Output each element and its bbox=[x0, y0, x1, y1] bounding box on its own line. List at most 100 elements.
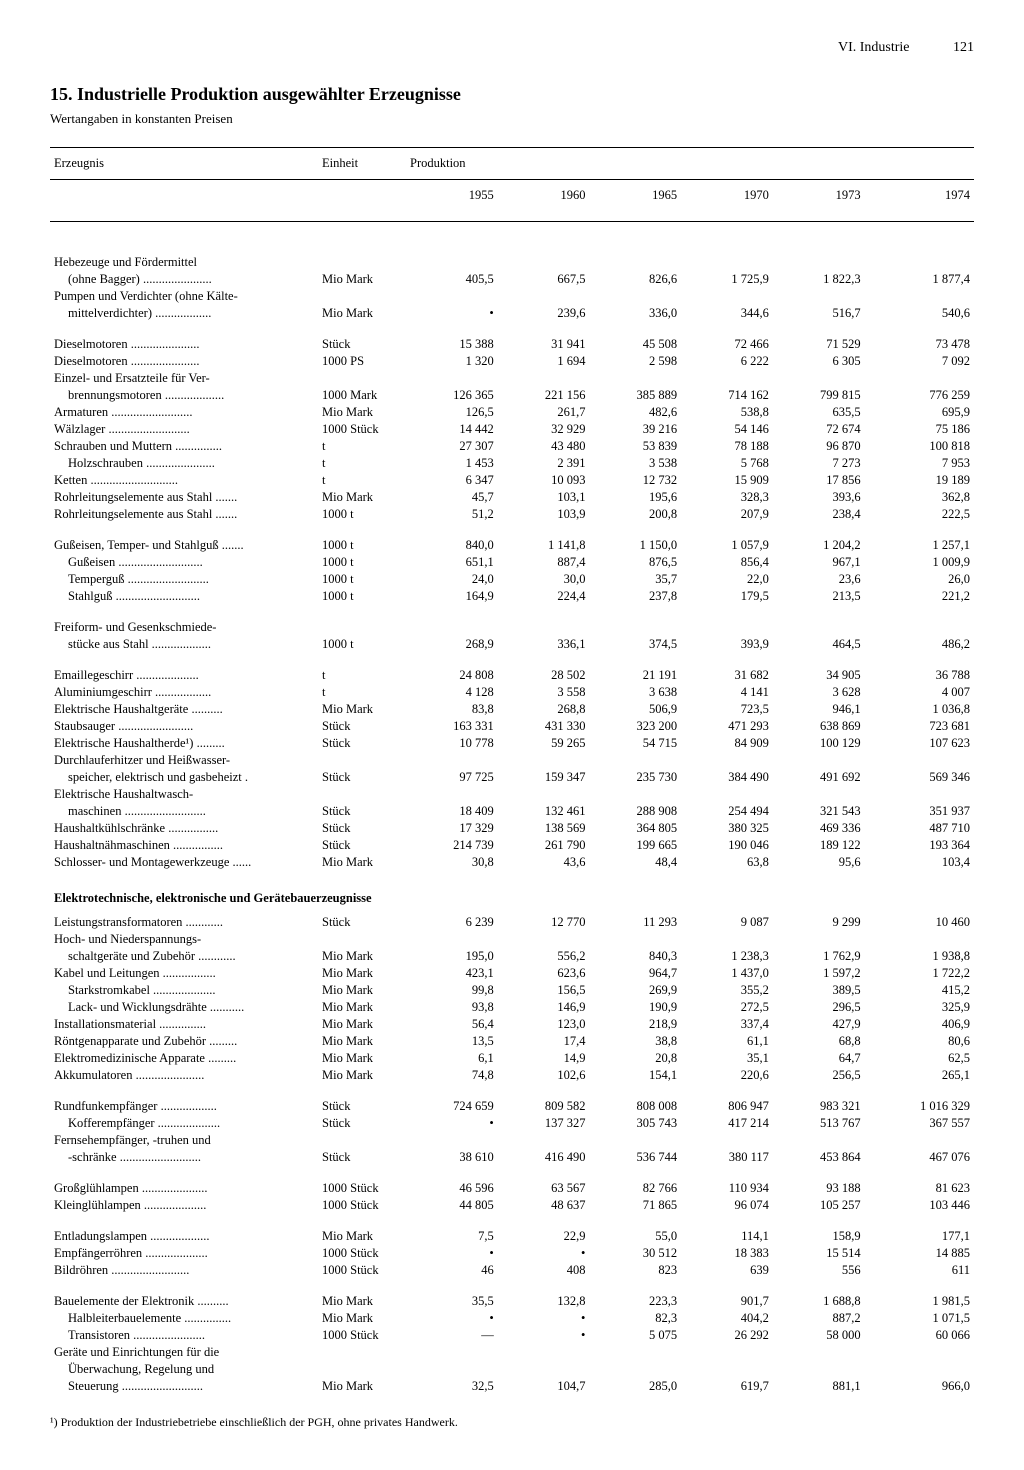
table-row: Aluminiumgeschirr ..................t4 1… bbox=[50, 684, 974, 701]
cell-value: 107 623 bbox=[865, 735, 974, 752]
row-unit bbox=[318, 786, 406, 803]
cell-value: 14,9 bbox=[498, 1050, 590, 1067]
cell-value: 78 188 bbox=[681, 438, 773, 455]
cell-value bbox=[589, 288, 681, 305]
table-row: Rohrleitungselemente aus Stahl .......Mi… bbox=[50, 489, 974, 506]
page-subtitle: Wertangaben in konstanten Preisen bbox=[50, 111, 974, 127]
cell-value: 321 543 bbox=[773, 803, 865, 820]
cell-value bbox=[589, 254, 681, 271]
cell-value: 11 293 bbox=[589, 914, 681, 931]
table-row: Schrauben und Muttern ...............t27… bbox=[50, 438, 974, 455]
row-label: Freiform- und Gesenkschmiede- bbox=[50, 619, 318, 636]
cell-value: 269,9 bbox=[589, 982, 681, 999]
cell-value: 195,0 bbox=[406, 948, 498, 965]
table-row: Fernsehempfänger, -truhen und bbox=[50, 1132, 974, 1149]
cell-value bbox=[406, 1361, 498, 1378]
cell-value: 1 694 bbox=[498, 353, 590, 370]
cell-value: 799 815 bbox=[773, 387, 865, 404]
cell-value: 268,8 bbox=[498, 701, 590, 718]
row-unit: Mio Mark bbox=[318, 999, 406, 1016]
cell-value: 611 bbox=[865, 1262, 974, 1279]
cell-value: 82,3 bbox=[589, 1310, 681, 1327]
cell-value: 36 788 bbox=[865, 667, 974, 684]
cell-value: 14 442 bbox=[406, 421, 498, 438]
row-label: Schrauben und Muttern ............... bbox=[50, 438, 318, 455]
table-row: maschinen ..........................Stüc… bbox=[50, 803, 974, 820]
cell-value: 22,0 bbox=[681, 571, 773, 588]
cell-value bbox=[865, 786, 974, 803]
cell-value: 380 117 bbox=[681, 1149, 773, 1166]
cell-value bbox=[589, 1361, 681, 1378]
cell-value: 4 007 bbox=[865, 684, 974, 701]
cell-value: 132,8 bbox=[498, 1293, 590, 1310]
row-unit: Mio Mark bbox=[318, 489, 406, 506]
row-label: Rundfunkempfänger .................. bbox=[50, 1098, 318, 1115]
cell-value: 10 778 bbox=[406, 735, 498, 752]
cell-value: 10 093 bbox=[498, 472, 590, 489]
cell-value: 30,0 bbox=[498, 571, 590, 588]
row-unit: 1000 t bbox=[318, 636, 406, 653]
cell-value: 486,2 bbox=[865, 636, 974, 653]
cell-value: 239,6 bbox=[498, 305, 590, 322]
row-unit: Mio Mark bbox=[318, 271, 406, 288]
row-unit: 1000 Stück bbox=[318, 1262, 406, 1279]
cell-value: 464,5 bbox=[773, 636, 865, 653]
cell-value: 261,7 bbox=[498, 404, 590, 421]
row-unit: Stück bbox=[318, 735, 406, 752]
cell-value: 193 364 bbox=[865, 837, 974, 854]
table-row: Durchlauferhitzer und Heißwasser- bbox=[50, 752, 974, 769]
row-label: Staubsauger ........................ bbox=[50, 718, 318, 735]
cell-value: 285,0 bbox=[589, 1378, 681, 1395]
row-unit: Stück bbox=[318, 769, 406, 786]
cell-value: 63,8 bbox=[681, 854, 773, 871]
cell-value bbox=[406, 288, 498, 305]
cell-value: 881,1 bbox=[773, 1378, 865, 1395]
cell-value: 35,5 bbox=[406, 1293, 498, 1310]
row-label: Halbleiterbauelemente ............... bbox=[50, 1310, 318, 1327]
cell-value: 1 453 bbox=[406, 455, 498, 472]
cell-value: 80,6 bbox=[865, 1033, 974, 1050]
cell-value: 367 557 bbox=[865, 1115, 974, 1132]
cell-value bbox=[498, 1132, 590, 1149]
cell-value: 7,5 bbox=[406, 1228, 498, 1245]
row-label: Bildröhren ......................... bbox=[50, 1262, 318, 1279]
cell-value: 163 331 bbox=[406, 718, 498, 735]
cell-value bbox=[681, 254, 773, 271]
cell-value: 7 092 bbox=[865, 353, 974, 370]
cell-value: 487 710 bbox=[865, 820, 974, 837]
cell-value: 93 188 bbox=[773, 1180, 865, 1197]
cell-value bbox=[406, 370, 498, 387]
cell-value: 138 569 bbox=[498, 820, 590, 837]
table-row: Rundfunkempfänger ..................Stüc… bbox=[50, 1098, 974, 1115]
cell-value: 809 582 bbox=[498, 1098, 590, 1115]
cell-value: 4 141 bbox=[681, 684, 773, 701]
table-row: Empfängerröhren ....................1000… bbox=[50, 1245, 974, 1262]
cell-value: 254 494 bbox=[681, 803, 773, 820]
cell-value: 536 744 bbox=[589, 1149, 681, 1166]
cell-value: 966,0 bbox=[865, 1378, 974, 1395]
cell-value: 26,0 bbox=[865, 571, 974, 588]
cell-value: 103,9 bbox=[498, 506, 590, 523]
row-label: brennungsmotoren ................... bbox=[50, 387, 318, 404]
cell-value bbox=[865, 288, 974, 305]
cell-value bbox=[681, 786, 773, 803]
row-label: Kabel und Leitungen ................. bbox=[50, 965, 318, 982]
row-unit bbox=[318, 254, 406, 271]
row-label: Installationsmaterial ............... bbox=[50, 1016, 318, 1033]
table-row: Großglühlampen .....................1000… bbox=[50, 1180, 974, 1197]
row-label: Elektrische Haushaltherde¹) ......... bbox=[50, 735, 318, 752]
cell-value: 189 122 bbox=[773, 837, 865, 854]
table-row: Bauelemente der Elektronik ..........Mio… bbox=[50, 1293, 974, 1310]
cell-value bbox=[865, 370, 974, 387]
cell-value bbox=[773, 1344, 865, 1361]
cell-value: 83,8 bbox=[406, 701, 498, 718]
cell-value: 2 391 bbox=[498, 455, 590, 472]
cell-value: 1 822,3 bbox=[773, 271, 865, 288]
cell-value bbox=[865, 619, 974, 636]
cell-value: 31 941 bbox=[498, 336, 590, 353]
table-row: schaltgeräte und Zubehör ............Mio… bbox=[50, 948, 974, 965]
cell-value: 776 259 bbox=[865, 387, 974, 404]
cell-value: 84 909 bbox=[681, 735, 773, 752]
row-unit bbox=[318, 370, 406, 387]
spacer-row bbox=[50, 1084, 974, 1098]
